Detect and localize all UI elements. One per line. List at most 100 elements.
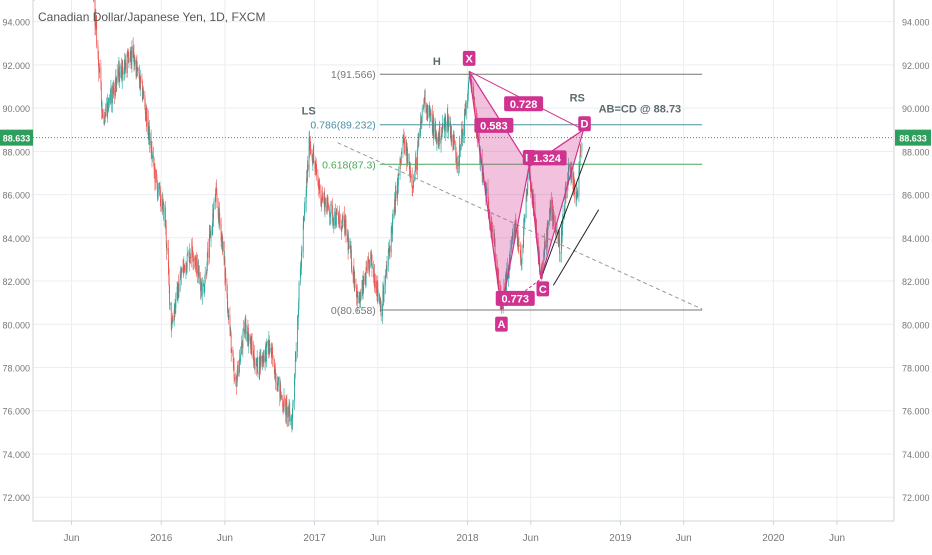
candle-body (180, 274, 182, 278)
candle-body (206, 252, 208, 271)
candle-body (354, 278, 356, 287)
candle-body (332, 217, 334, 222)
current-price-tag-left: 88.633 (3, 134, 31, 144)
candle-body (377, 294, 379, 297)
candle-body (201, 281, 202, 290)
candle-body (247, 331, 248, 342)
candle-body (423, 99, 425, 108)
candle-body (187, 254, 189, 256)
candle-body (192, 257, 194, 261)
y-tick-label-right: 74.000 (902, 450, 930, 460)
candle-body (402, 139, 404, 154)
candle-body (157, 185, 158, 197)
candle-body (444, 120, 446, 125)
candle-body (115, 82, 117, 85)
x-tick-label: 2018 (456, 533, 479, 544)
candle-body (330, 203, 332, 206)
candle-body (518, 244, 520, 247)
candle-body (138, 67, 140, 74)
candle-body (451, 135, 452, 143)
candle-body (185, 262, 187, 273)
candle-body (157, 192, 159, 197)
candle-body (110, 87, 112, 90)
candle-body (201, 289, 203, 296)
candle-body (112, 85, 114, 94)
candle-body (409, 170, 411, 177)
candle-body (140, 76, 142, 81)
candle-body (206, 270, 208, 275)
candle-body (207, 248, 209, 253)
candle-body (295, 360, 297, 361)
candle-body (553, 216, 555, 223)
candle-body (519, 244, 521, 257)
candle-body (514, 221, 516, 234)
candle-body (429, 112, 431, 119)
candle-body (487, 188, 489, 199)
candle-body (147, 116, 149, 128)
candle-body (564, 194, 566, 204)
candle-body (102, 109, 103, 119)
candle-body (145, 113, 147, 116)
candle-body (217, 202, 219, 215)
x-tick-label: Jun (370, 533, 386, 544)
candle-body (384, 277, 386, 286)
candle-body (404, 141, 406, 154)
candle-body (421, 108, 423, 116)
candle-body (263, 356, 265, 362)
candle-body (113, 85, 115, 89)
candle-body (562, 223, 563, 228)
candle-body (327, 197, 328, 205)
channel-line[interactable] (552, 209, 600, 286)
candle-body (542, 268, 543, 270)
candle-body (106, 104, 108, 113)
candle-body (131, 46, 133, 65)
candle-body (541, 268, 543, 276)
channel-line[interactable] (540, 146, 591, 280)
pattern-ratio-label: 0.728 (510, 99, 538, 111)
candle-body (420, 122, 422, 124)
candle-body (250, 340, 252, 345)
candle-body (253, 354, 255, 361)
candle-body (262, 355, 264, 363)
candle-body (271, 348, 273, 356)
candle-body (361, 288, 363, 299)
pattern-line-ac (501, 278, 542, 310)
candle-body (526, 189, 528, 194)
candle-body (286, 400, 287, 404)
candle-body (408, 162, 410, 164)
candle-body (184, 265, 186, 273)
candle-body (122, 61, 124, 72)
candle-body (508, 258, 510, 270)
candle-body (534, 201, 536, 215)
candle-body (355, 286, 357, 288)
candle-body (212, 213, 214, 228)
candle-body (177, 282, 179, 301)
candle-body (464, 109, 466, 113)
candle-body (197, 261, 199, 276)
candle-body (311, 149, 313, 158)
candle-body (234, 378, 235, 381)
candle-body (165, 226, 167, 244)
candle-body (383, 295, 385, 300)
candle-body (382, 290, 384, 300)
candle-body (274, 370, 276, 379)
candle-body (177, 282, 179, 298)
candle-body (98, 72, 100, 73)
candle-body (418, 134, 420, 141)
candle-body (315, 165, 317, 167)
candle-body (441, 133, 442, 139)
candle-body (96, 23, 98, 45)
candle-body (122, 71, 124, 74)
candle-body (547, 224, 549, 229)
candle-body (195, 258, 196, 266)
candle-body (418, 139, 419, 141)
candle-body (156, 169, 157, 181)
neckline[interactable] (337, 142, 703, 310)
candle-body (339, 214, 341, 229)
candle-body (417, 139, 419, 147)
candle-body (490, 225, 492, 230)
candle-body (395, 193, 396, 213)
candle-body (392, 214, 394, 220)
